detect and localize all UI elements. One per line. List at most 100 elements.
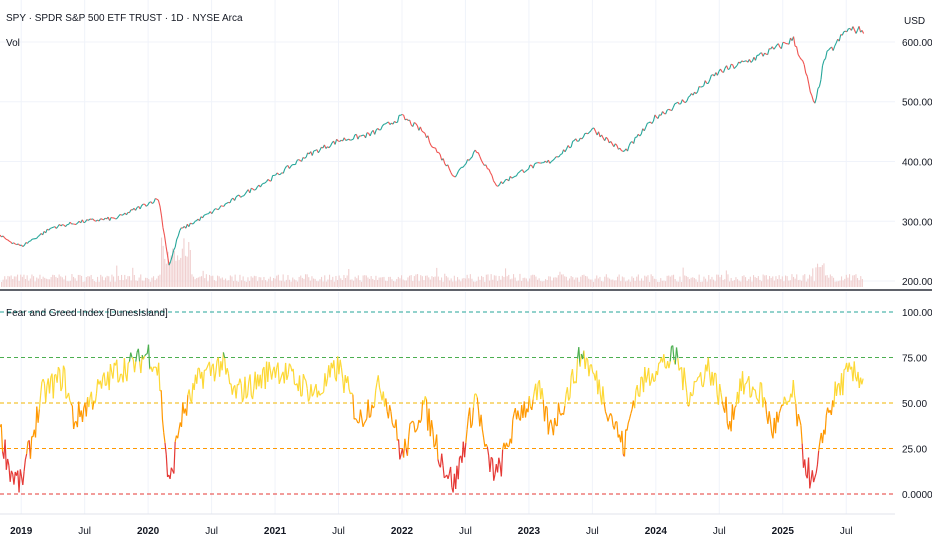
price-segment xyxy=(125,212,129,216)
volume-bar xyxy=(585,275,587,287)
price-segment xyxy=(148,201,152,204)
price-segment xyxy=(17,243,21,246)
price-segment xyxy=(15,243,17,246)
fg-segment xyxy=(415,427,419,431)
volume-bar xyxy=(669,276,671,287)
fg-segment xyxy=(70,403,73,407)
volume-bar xyxy=(292,277,294,287)
volume-bar xyxy=(303,278,305,287)
volume-bar xyxy=(521,280,523,287)
volume-bar xyxy=(759,279,761,287)
volume-bar xyxy=(165,263,167,287)
fg-segment xyxy=(151,366,155,372)
volume-bar xyxy=(324,275,326,287)
fg-reference-lines xyxy=(0,311,895,495)
fg-segment xyxy=(268,361,271,371)
price-segment xyxy=(10,241,13,245)
volume-bar xyxy=(812,268,814,287)
volume-bar xyxy=(746,280,748,287)
fg-segment xyxy=(18,469,21,493)
price-segment xyxy=(104,217,107,220)
volume-bar xyxy=(621,276,623,287)
price-segment xyxy=(165,245,169,256)
price-segment xyxy=(116,215,120,219)
volume-bar xyxy=(457,277,459,287)
volume-bar xyxy=(116,265,118,287)
price-segment xyxy=(587,131,590,135)
fg-segment xyxy=(750,386,754,397)
volume-bar xyxy=(495,275,497,287)
price-segment xyxy=(304,156,307,159)
fg-segment xyxy=(524,408,528,418)
price-segment xyxy=(572,139,575,142)
price-segment xyxy=(784,42,787,45)
price-segment xyxy=(311,150,315,156)
volume-bar xyxy=(410,275,412,287)
price-segment xyxy=(528,164,531,170)
volume-bar xyxy=(47,279,49,287)
volume-bar xyxy=(821,265,823,287)
fg-segment xyxy=(333,360,336,378)
volume-bar xyxy=(828,277,830,287)
price-segment xyxy=(450,172,453,176)
fg-segment xyxy=(801,443,805,468)
fg-segment xyxy=(163,432,166,444)
fg-segment xyxy=(663,354,666,368)
price-segment xyxy=(726,65,729,70)
volume-bar xyxy=(63,279,65,287)
price-segment xyxy=(489,172,493,176)
volume-bar xyxy=(540,281,542,287)
price-segment xyxy=(290,164,293,167)
volume-bar xyxy=(57,277,59,287)
price-segment xyxy=(352,134,356,140)
price-segment xyxy=(162,227,166,236)
volume-bar xyxy=(485,274,487,287)
volume-bar xyxy=(615,280,617,287)
volume-bar xyxy=(525,278,527,287)
fg-segment xyxy=(644,366,647,383)
volume-bar xyxy=(695,279,697,287)
volume-bar xyxy=(767,279,769,287)
price-segment xyxy=(497,184,501,187)
price-segment xyxy=(163,235,167,247)
price-segment xyxy=(145,204,149,207)
price-segment xyxy=(509,175,513,179)
price-segment xyxy=(468,158,472,161)
price-segment xyxy=(502,181,505,185)
volume-bar xyxy=(474,281,476,287)
price-segment xyxy=(852,26,855,31)
fg-segment xyxy=(783,396,787,401)
fg-segment xyxy=(359,409,363,419)
price-segment xyxy=(282,168,286,174)
fg-segment xyxy=(546,407,549,435)
price-segment xyxy=(590,128,593,131)
fg-segment xyxy=(603,402,607,412)
price-segment xyxy=(835,38,839,44)
volume-bar xyxy=(185,255,187,287)
price-segment xyxy=(336,138,339,142)
volume-bar xyxy=(692,277,694,287)
volume-bar xyxy=(137,280,139,287)
price-segment xyxy=(525,169,528,172)
volume-bar xyxy=(380,277,382,287)
volume-bar xyxy=(367,277,369,287)
price-segment xyxy=(244,191,248,195)
price-segment xyxy=(22,244,25,248)
volume-bar xyxy=(52,274,54,287)
price-segment xyxy=(226,201,229,204)
volume-bar xyxy=(239,274,241,287)
volume-bar xyxy=(797,280,799,287)
fg-segment xyxy=(347,376,350,390)
volume-bar xyxy=(356,278,358,287)
fg-segment xyxy=(568,397,571,401)
symbol-title: SPY · SPDR S&P 500 ETF TRUST · 1D · NYSE… xyxy=(6,13,243,24)
volume-bar xyxy=(244,281,246,287)
volume-bar xyxy=(748,279,750,287)
fg-segment xyxy=(147,344,151,370)
volume-bar xyxy=(348,269,350,287)
fg-segment xyxy=(691,394,694,397)
volume-bar xyxy=(847,277,849,287)
time-tick-label: Jul xyxy=(459,526,472,537)
volume-bar xyxy=(290,281,292,287)
fg-segment xyxy=(191,383,194,403)
